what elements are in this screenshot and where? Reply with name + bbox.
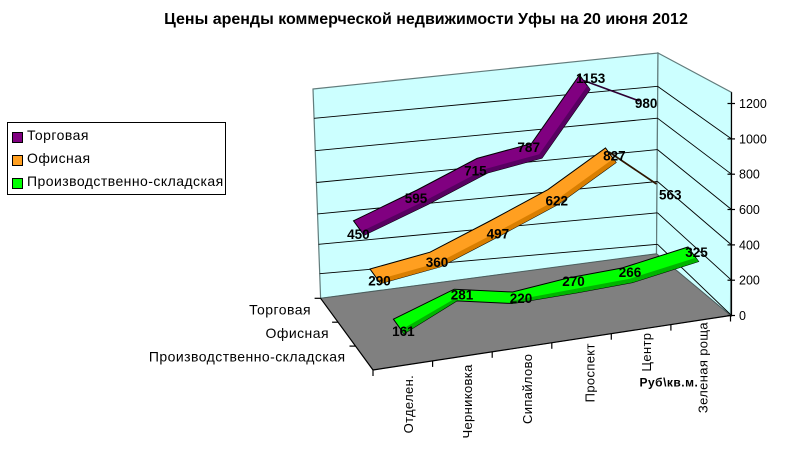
svg-text:Сипайлово: Сипайлово [520, 354, 535, 424]
svg-text:563: 563 [659, 188, 682, 203]
svg-text:787: 787 [517, 140, 540, 155]
svg-text:266: 266 [619, 265, 642, 280]
svg-text:220: 220 [510, 291, 533, 306]
svg-text:290: 290 [368, 274, 391, 289]
svg-text:400: 400 [739, 238, 760, 252]
svg-text:980: 980 [635, 96, 658, 111]
svg-text:827: 827 [603, 148, 626, 163]
svg-text:Офисная: Офисная [266, 325, 329, 341]
svg-text:Зеленая роща: Зеленая роща [696, 322, 711, 414]
svg-text:595: 595 [405, 191, 428, 206]
svg-text:Руб\кв.м.: Руб\кв.м. [640, 376, 699, 390]
svg-text:1153: 1153 [576, 71, 606, 86]
svg-text:497: 497 [487, 227, 510, 242]
svg-text:Отделен.: Отделен. [401, 375, 416, 433]
svg-text:715: 715 [464, 164, 487, 179]
svg-text:Центр: Центр [639, 333, 654, 372]
svg-text:161: 161 [392, 324, 415, 339]
svg-text:200: 200 [739, 274, 760, 288]
svg-text:0: 0 [739, 309, 746, 323]
svg-text:281: 281 [451, 288, 474, 303]
svg-text:360: 360 [426, 255, 449, 270]
svg-text:622: 622 [546, 194, 569, 209]
svg-text:Черниковка: Черниковка [460, 364, 475, 439]
svg-text:325: 325 [685, 245, 708, 260]
svg-text:Проспект: Проспект [583, 343, 598, 402]
svg-text:450: 450 [347, 227, 370, 242]
svg-text:Производственно-складская: Производственно-складская [149, 349, 346, 365]
svg-text:600: 600 [739, 203, 760, 217]
svg-text:270: 270 [562, 274, 585, 289]
svg-text:1200: 1200 [739, 97, 767, 111]
svg-text:800: 800 [739, 168, 760, 182]
svg-text:1000: 1000 [739, 132, 767, 146]
svg-text:Торговая: Торговая [249, 302, 311, 318]
